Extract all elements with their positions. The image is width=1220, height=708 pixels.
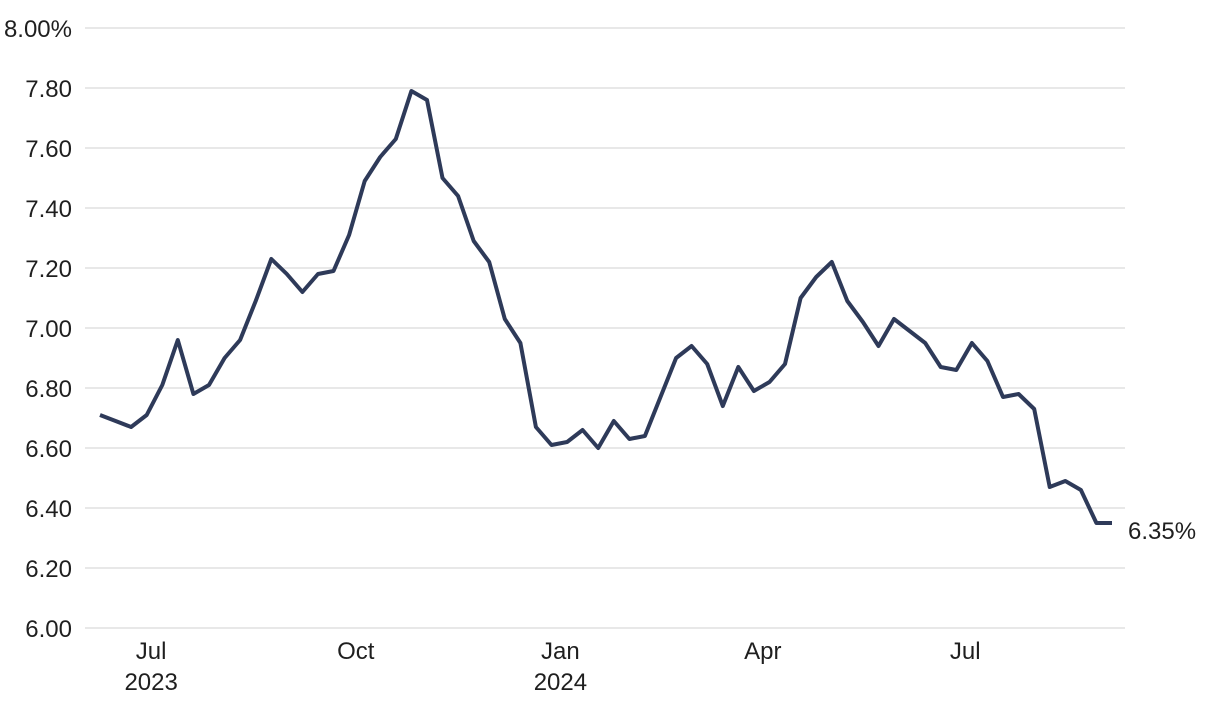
y-axis-tick-label: 7.40	[25, 196, 72, 223]
y-axis-tick-label: 7.80	[25, 76, 72, 103]
y-axis-tick-label: 6.60	[25, 436, 72, 463]
x-axis-month-label: Jul	[136, 638, 167, 665]
x-axis-month-label: Oct	[337, 638, 375, 665]
rate-line-series	[99, 89, 1112, 525]
y-axis-tick-label: 6.40	[25, 496, 72, 523]
y-axis-tick-label: 6.20	[25, 556, 72, 583]
x-axis-year-label: 2023	[124, 669, 177, 696]
x-axis-month-label: Jan	[541, 638, 580, 665]
x-axis-month-label: Apr	[744, 638, 781, 665]
y-axis-tick-label: 7.00	[25, 316, 72, 343]
y-axis-tick-label: 7.60	[25, 136, 72, 163]
last-value-label: 6.35%	[1128, 518, 1197, 545]
y-axis-tick-label: 7.20	[25, 256, 72, 283]
y-axis-tick-label: 6.00	[25, 616, 72, 643]
x-axis-year-label: 2024	[534, 669, 587, 696]
y-axis-tick-label: 8.00%	[4, 16, 72, 43]
y-axis-tick-label: 6.80	[25, 376, 72, 403]
x-axis-month-label: Jul	[950, 638, 981, 665]
